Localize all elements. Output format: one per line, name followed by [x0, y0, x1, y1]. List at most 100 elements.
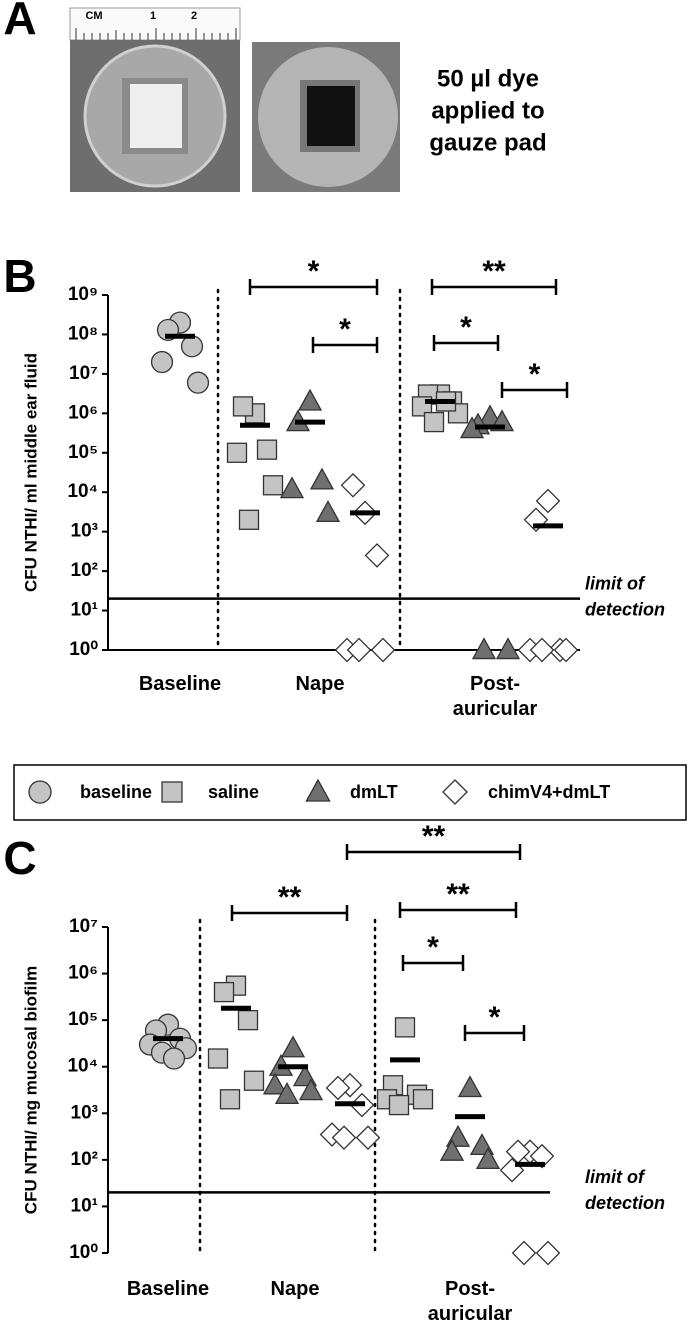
point: [553, 637, 579, 663]
significance: *: [427, 931, 439, 964]
legend-marker: [305, 778, 331, 802]
y-tick-label: 10⁰: [69, 639, 98, 660]
y-tick-label: 10⁴: [67, 481, 98, 502]
point: [309, 467, 335, 490]
ruler-label: 1: [150, 10, 156, 22]
legend-marker: [28, 780, 52, 804]
point: [280, 1035, 306, 1058]
significance: *: [529, 358, 541, 391]
point: [180, 335, 204, 358]
bracket: [345, 844, 522, 860]
y-tick-label: 10⁸: [68, 323, 98, 344]
point: [237, 1009, 259, 1031]
y-tick-label: 10⁵: [68, 1009, 98, 1030]
significance: *: [308, 255, 320, 288]
point: [186, 371, 210, 394]
x-tick-label-line: Nape: [296, 673, 345, 695]
point: [207, 1048, 229, 1069]
bracket: [500, 382, 569, 398]
point: [388, 1094, 410, 1116]
legend-marker: [161, 781, 183, 803]
y-tick-label: 10¹: [71, 1195, 98, 1216]
limit-label: limit of: [585, 573, 646, 593]
caption: 50 µl dye: [437, 65, 539, 92]
point: [274, 1082, 300, 1104]
point: [346, 637, 372, 663]
point: [150, 350, 174, 374]
panel-label: C: [3, 832, 36, 884]
point: [213, 981, 235, 1003]
y-axis-label: CFU NTHI/ ml middle ear fluid: [21, 353, 40, 592]
point: [325, 1075, 351, 1101]
point: [471, 637, 497, 660]
point: [315, 500, 341, 523]
panel-label: B: [3, 250, 36, 302]
legend: [13, 764, 687, 821]
point: [529, 1143, 555, 1169]
bracket: [230, 905, 349, 921]
legend-marker: [442, 779, 468, 805]
legend-label: baseline: [80, 782, 152, 802]
x-tick-label-line: Post-: [445, 1278, 495, 1300]
significance: **: [422, 820, 446, 853]
y-tick-label: 10⁵: [68, 442, 98, 463]
legend-label: saline: [208, 782, 259, 802]
point: [340, 472, 366, 498]
bracket: [401, 955, 465, 971]
x-tick-label-line: Baseline: [139, 673, 221, 695]
point: [279, 476, 305, 499]
point: [262, 475, 284, 496]
point: [364, 543, 390, 568]
point: [298, 1078, 324, 1101]
bracket: [430, 279, 558, 295]
panel-label: A: [3, 0, 36, 44]
significance: *: [460, 311, 472, 344]
x-tick-label-line: auricular: [453, 698, 538, 720]
point: [331, 1125, 357, 1150]
point: [495, 637, 521, 660]
ruler-label: 2: [191, 10, 197, 22]
y-tick-label: 10³: [71, 521, 98, 542]
point: [297, 388, 323, 411]
bracket: [463, 1025, 526, 1041]
x-tick-label: Baseline: [139, 673, 221, 695]
x-tick-label-line: Post-: [470, 673, 520, 695]
x-tick-label: Nape: [271, 1278, 320, 1300]
limit-label: limit of: [585, 1167, 646, 1187]
limit-label: detection: [585, 1193, 665, 1213]
y-axis-label: CFU NTHI/ mg mucosal biofilm: [21, 966, 40, 1214]
bracket: [432, 335, 500, 351]
ruler-ticks: [75, 28, 237, 40]
point: [529, 637, 555, 663]
x-tick-label-line: auricular: [428, 1303, 513, 1324]
x-tick-label: Post-auricular: [428, 1278, 513, 1324]
x-tick-label-line: Nape: [271, 1278, 320, 1300]
point: [226, 442, 248, 463]
point: [370, 637, 396, 663]
y-tick-label: 10⁷: [69, 363, 98, 384]
x-tick-label: Post-auricular: [453, 673, 538, 720]
significance: **: [446, 878, 470, 911]
significance: *: [339, 313, 351, 346]
point: [219, 1089, 241, 1110]
significance: *: [489, 1001, 501, 1034]
point: [475, 1147, 501, 1170]
point: [256, 439, 278, 460]
point: [262, 1072, 288, 1095]
point: [439, 1138, 465, 1161]
point: [232, 396, 254, 417]
y-tick-label: 10¹: [71, 600, 98, 621]
point: [162, 1047, 186, 1070]
y-tick-label: 10⁰: [69, 1242, 98, 1263]
caption: applied to: [431, 97, 544, 124]
ruler-label: CM: [85, 10, 102, 22]
limit-label: detection: [585, 599, 665, 619]
x-tick-label: Nape: [296, 673, 345, 695]
x-tick-label-line: Baseline: [127, 1278, 209, 1300]
dyed-pad: [307, 86, 355, 146]
point: [238, 509, 260, 530]
y-tick-label: 10²: [71, 560, 98, 581]
bracket: [311, 337, 379, 353]
point: [394, 1017, 416, 1038]
point: [423, 411, 445, 433]
